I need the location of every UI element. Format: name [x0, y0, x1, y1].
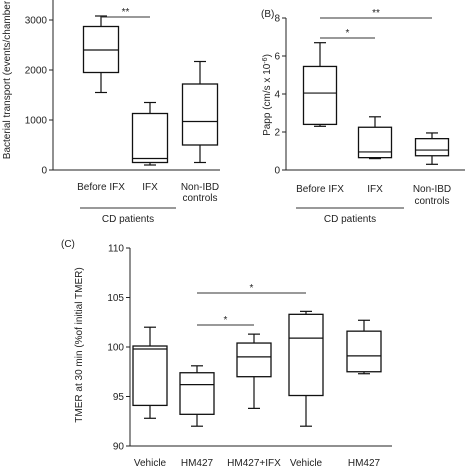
panel-label: (B): [261, 9, 274, 20]
box-plot: [288, 310, 324, 427]
box-plot: [414, 132, 450, 165]
box-plot: [132, 326, 168, 419]
y-tick-label: 0: [274, 166, 280, 177]
y-tick-label: 1000: [25, 116, 48, 127]
y-tick-label: 6: [274, 52, 280, 63]
box-iqr: [236, 342, 272, 378]
x-tick-label-line2: controls: [414, 196, 449, 207]
significance-label: **: [372, 8, 380, 19]
y-tick-label: 8: [274, 14, 280, 25]
box-plot: [346, 319, 382, 375]
box-plot: [181, 60, 219, 164]
y-tick-label: 3000: [25, 16, 48, 27]
x-tick-label: HM427: [348, 458, 381, 469]
panel-label: (C): [61, 239, 75, 250]
y-tick-label: 2000: [25, 66, 48, 77]
x-tick-label: HM427: [181, 458, 214, 469]
y-tick-label: 105: [107, 293, 124, 304]
box-iqr: [357, 126, 393, 159]
box-iqr: [302, 65, 338, 126]
y-tick-label: 4: [274, 90, 280, 101]
box-plot: [131, 101, 169, 166]
box-iqr: [414, 137, 450, 157]
y-axis-label: Papp (cm/s x 10-6): [262, 54, 274, 136]
box-iqr: [132, 345, 168, 407]
x-tick-label: Before IFX: [296, 184, 344, 195]
y-tick-label: 90: [113, 442, 125, 453]
box-plot: [82, 15, 120, 94]
significance-label: *: [250, 283, 254, 294]
box-plot: [179, 365, 215, 427]
y-tick-label: 100: [107, 343, 124, 354]
box-iqr: [131, 112, 169, 164]
x-tick-label: IFX: [142, 182, 158, 193]
y-tick-label: 110: [108, 244, 124, 255]
significance-label: *: [224, 315, 228, 326]
x-tick-label: Vehicle: [134, 458, 167, 469]
x-tick-label: Non-IBD: [181, 182, 219, 193]
y-axis-label-superscript: -6: [262, 57, 269, 63]
x-tick-label: IFX: [367, 184, 383, 195]
box-iqr: [179, 372, 215, 415]
y-tick-label: 2: [274, 128, 280, 139]
box-iqr: [288, 313, 324, 397]
x-tick-label: Before IFX: [77, 182, 125, 193]
x-tick-label-line2: controls: [182, 193, 217, 204]
y-axis-label-tail: ): [262, 54, 273, 57]
y-tick-label: 95: [113, 392, 125, 403]
box-plot: [236, 333, 272, 409]
y-axis-label: TMER at 30 min (%of initial TMER): [74, 267, 85, 422]
y-axis-label: Bacterial transport (events/chamber: [2, 0, 13, 159]
box-plot: [302, 42, 338, 127]
x-tick-label: HM427+IFX: [227, 458, 281, 469]
group-label: CD patients: [324, 214, 376, 225]
group-label: CD patients: [102, 214, 154, 225]
significance-label: *: [346, 28, 350, 39]
box-plot: [357, 116, 393, 160]
x-tick-label: Vehicle: [290, 458, 323, 469]
y-tick-label: 0: [41, 166, 47, 177]
x-tick-label: Non-IBD: [413, 184, 451, 195]
significance-label: **: [122, 7, 130, 18]
box-iqr: [346, 330, 382, 373]
box-iqr: [181, 83, 219, 146]
